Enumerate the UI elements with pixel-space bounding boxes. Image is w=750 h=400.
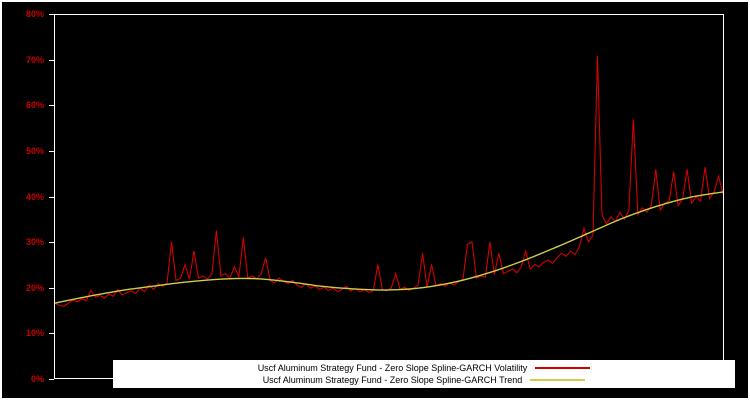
y-tick-mark (49, 242, 54, 244)
y-axis-labels: 0% 10% 20% 30% 40% 50% 60% 70% 80% (2, 2, 48, 398)
y-tick-label: 70% (25, 54, 44, 65)
volatility-line (55, 55, 723, 307)
y-tick-label: 30% (25, 237, 44, 248)
legend-item-trend: Uscf Aluminum Strategy Fund - Zero Slope… (113, 374, 735, 386)
y-tick-label: 80% (25, 9, 44, 19)
legend-line-sample-volatility (535, 367, 591, 369)
plot-area: Uscf Aluminum Strategy Fund - Zero Slope… (54, 14, 735, 388)
y-tick-label: 20% (25, 282, 44, 293)
trend-line (55, 191, 723, 304)
legend-label-trend: Uscf Aluminum Strategy Fund - Zero Slope… (262, 375, 523, 385)
legend-item-volatility: Uscf Aluminum Strategy Fund - Zero Slope… (113, 362, 735, 374)
y-tick-mark (49, 59, 54, 61)
y-tick-mark (49, 105, 54, 107)
y-tick-label: 60% (25, 100, 44, 111)
legend-label-volatility: Uscf Aluminum Strategy Fund - Zero Slope… (257, 363, 528, 373)
y-tick-mark (49, 379, 54, 380)
y-tick-label: 40% (25, 191, 44, 202)
y-tick-label: 50% (25, 145, 44, 156)
legend: Uscf Aluminum Strategy Fund - Zero Slope… (113, 360, 735, 388)
y-tick-label: 0% (30, 374, 44, 384)
y-tick-label: 10% (25, 328, 44, 339)
chart-canvas (55, 55, 723, 307)
y-tick-mark (49, 196, 54, 198)
y-tick-mark (49, 14, 54, 15)
y-tick-mark (49, 287, 54, 289)
y-tick-mark (49, 150, 54, 152)
y-tick-mark (49, 333, 54, 335)
legend-line-sample-trend (530, 379, 586, 381)
